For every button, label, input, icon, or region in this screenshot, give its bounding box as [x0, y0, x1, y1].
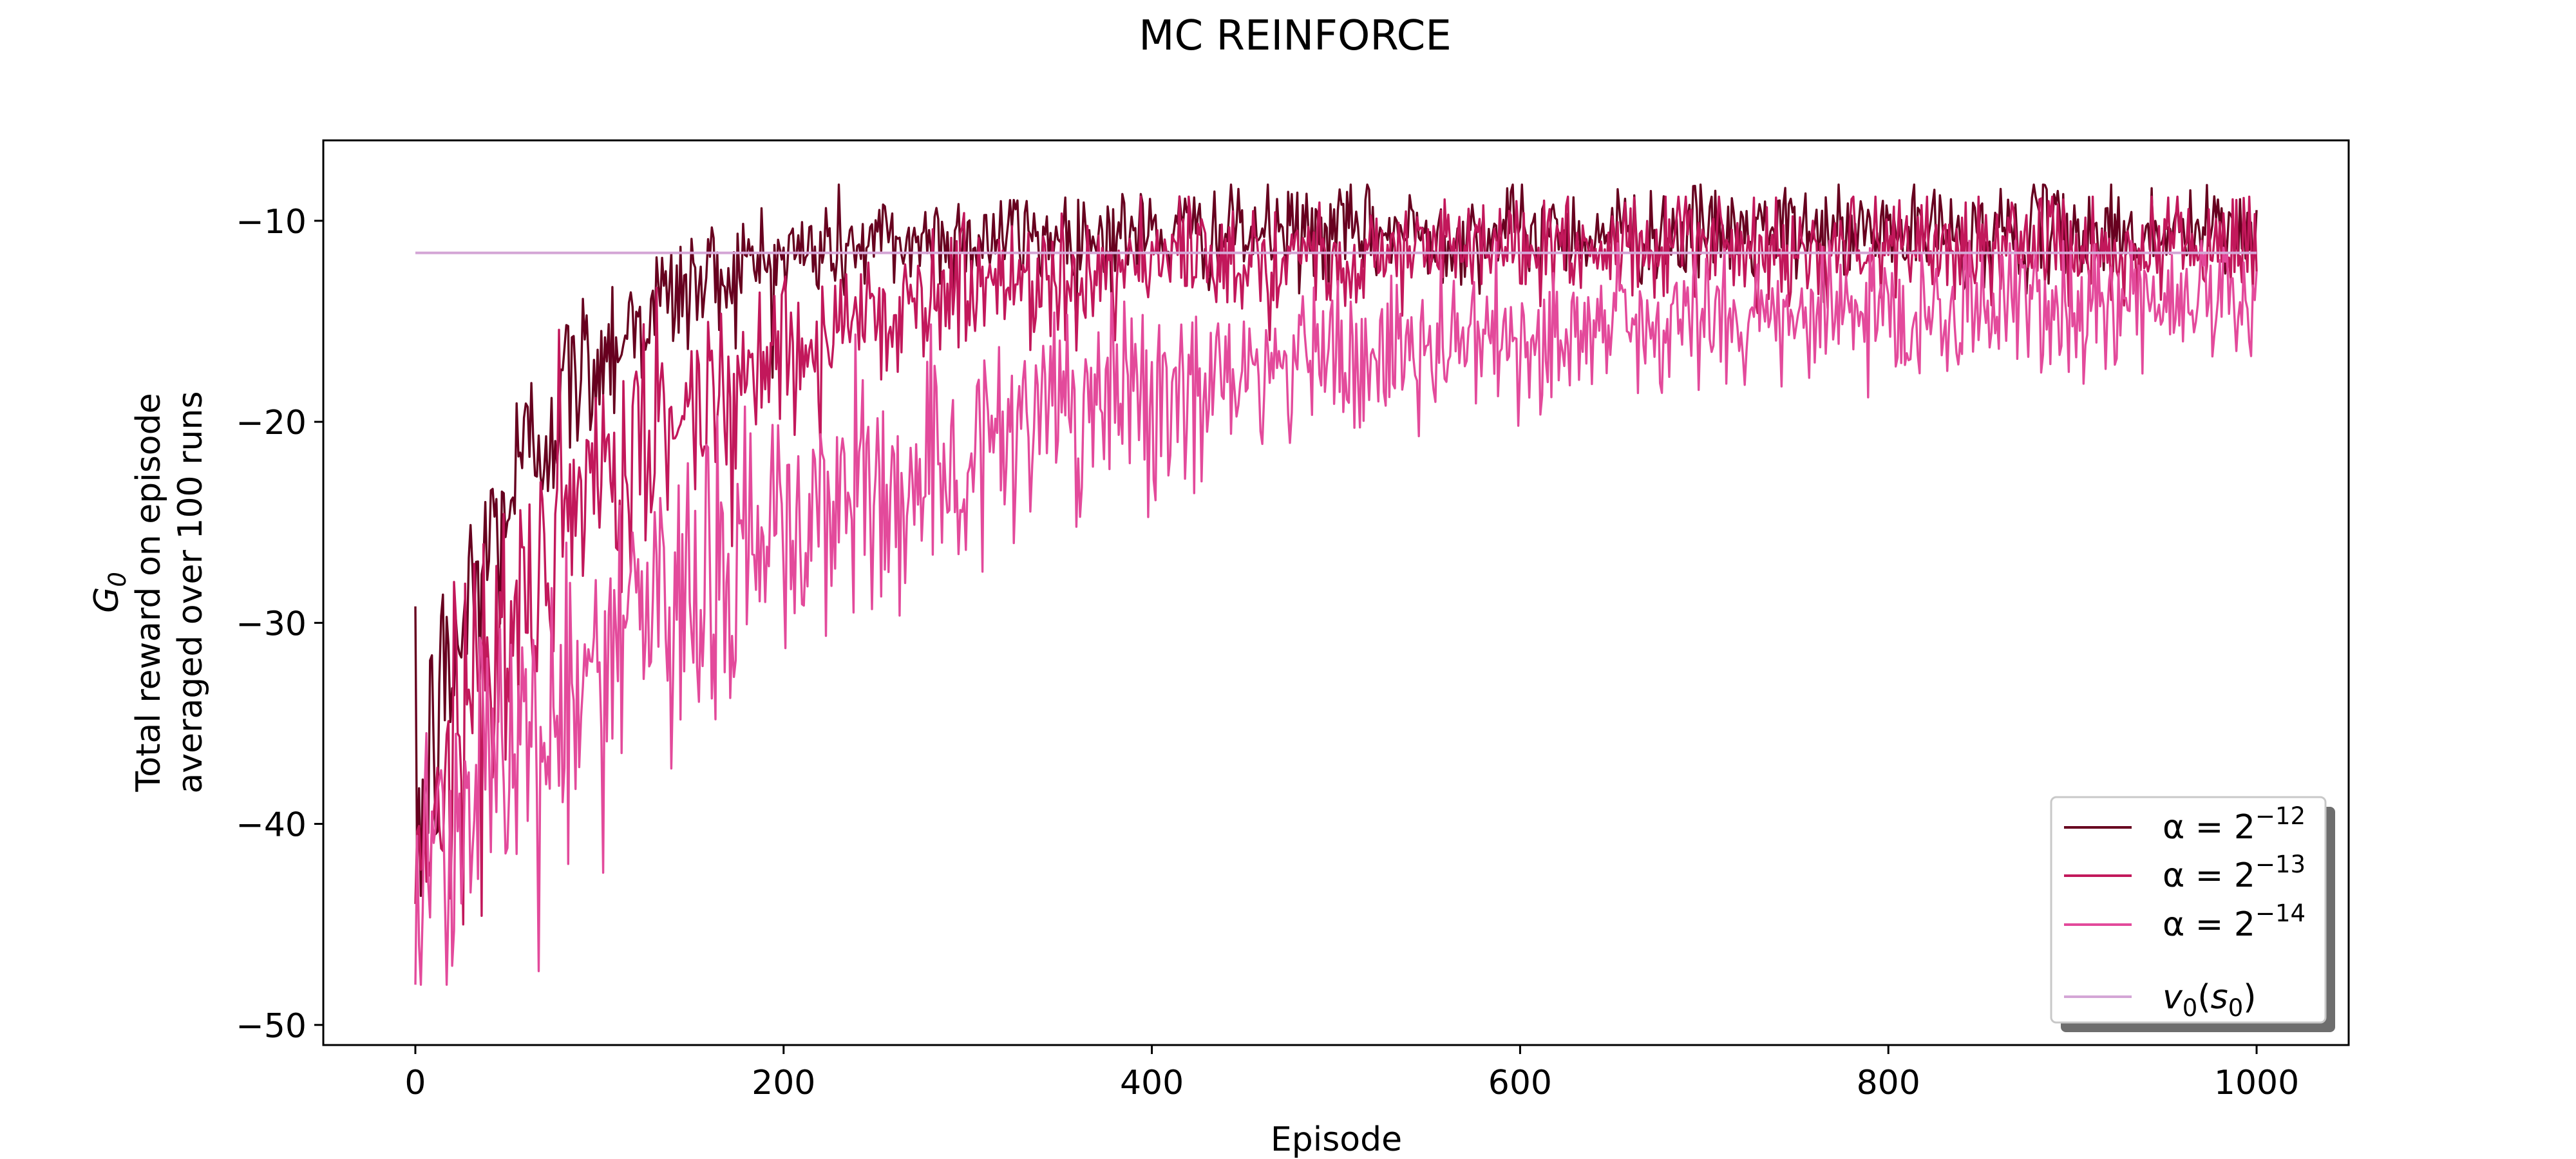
- series-line-3: [414, 240, 2258, 986]
- legend-label: v0(s0): [2163, 978, 2257, 1022]
- legend: α = 2−12α = 2−13 α = 2−14 v0(s0): [2050, 796, 2335, 1032]
- x-tick-label: 600: [1488, 1064, 1552, 1102]
- y-tick-label: −40: [236, 806, 307, 845]
- x-axis-label: Episode: [1271, 1120, 1402, 1159]
- legend-label: α = 2−12: [2163, 802, 2306, 847]
- series-line-2: [414, 195, 2258, 926]
- y-axis-label: G0 Total reward on episode averaged over…: [88, 391, 210, 793]
- y-tick-label: −30: [236, 605, 307, 643]
- y-tick-label: −20: [236, 404, 307, 442]
- y-axis-ticks: −50 −40 −30 −20 −10: [236, 203, 323, 1046]
- x-tick-label: 800: [1857, 1064, 1920, 1102]
- x-tick-label: 200: [752, 1064, 815, 1102]
- y-tick-label: −50: [236, 1007, 307, 1046]
- x-tick-label: 400: [1120, 1064, 1184, 1102]
- y-axis-label-line-2: Total reward on episode: [129, 393, 168, 792]
- y-axis-label-line-3: averaged over 100 runs: [171, 391, 210, 793]
- x-tick-label: 0: [404, 1064, 426, 1102]
- legend-label: α = 2−13: [2163, 851, 2306, 895]
- x-axis-ticks: 0 200 400 600 800 1000: [404, 1045, 2299, 1102]
- chart-title: MC REINFORCE: [1139, 12, 1452, 60]
- x-tick-label: 1000: [2214, 1064, 2299, 1102]
- legend-label: α = 2−14: [2163, 900, 2306, 944]
- y-tick-label: −10: [236, 203, 307, 241]
- axes-frame: [322, 139, 2350, 1046]
- legend-box: [2050, 796, 2327, 1024]
- plot-lines: [414, 184, 2258, 986]
- legend-items: α = 2−12α = 2−13 α = 2−14 v0(s0): [2064, 802, 2306, 1022]
